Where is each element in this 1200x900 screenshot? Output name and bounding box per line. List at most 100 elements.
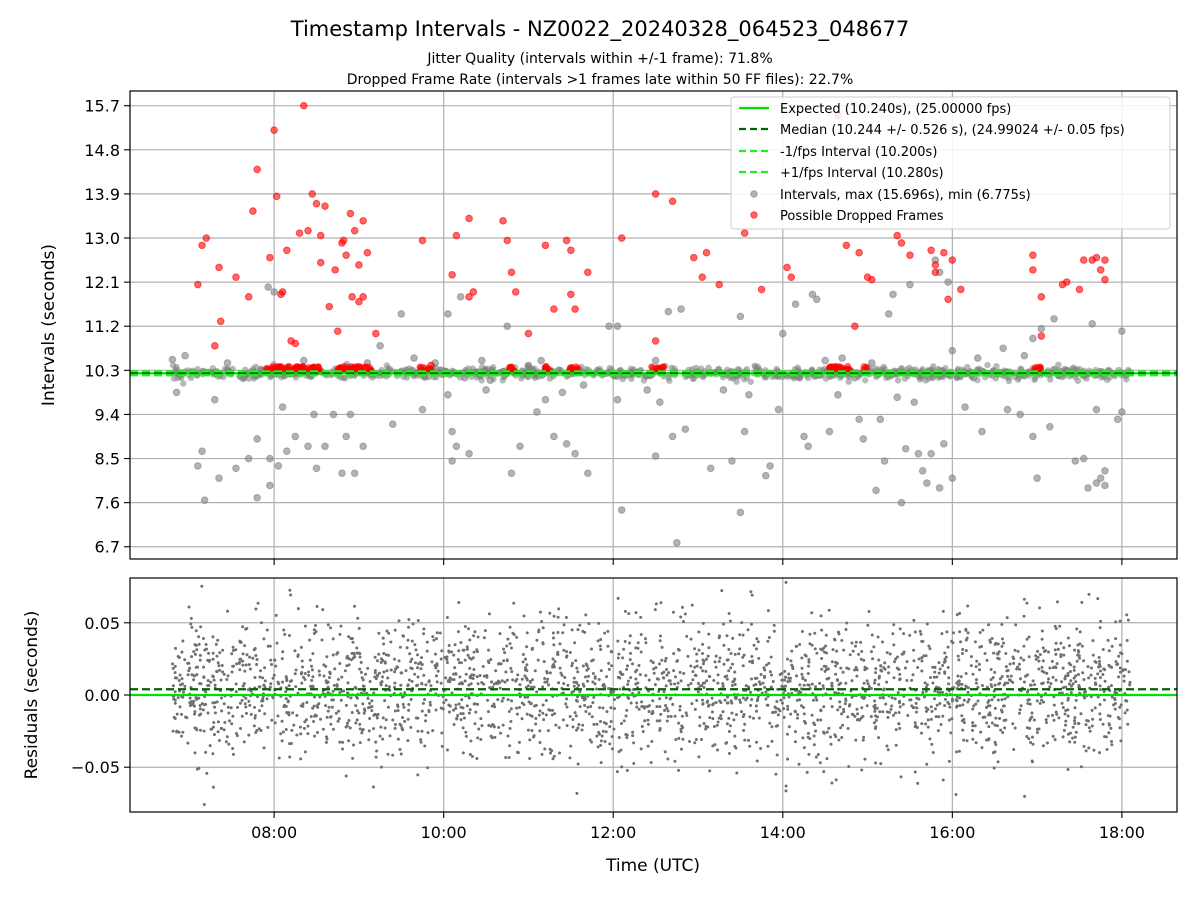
- residual-point: [572, 689, 576, 693]
- residual-point: [310, 668, 314, 672]
- residual-point: [941, 778, 945, 782]
- residual-point: [625, 769, 629, 773]
- residual-point: [193, 726, 197, 730]
- residual-point: [701, 642, 705, 646]
- interval-point: [537, 356, 545, 365]
- residual-point: [892, 660, 896, 664]
- residual-point: [803, 653, 807, 657]
- residual-point: [898, 672, 902, 676]
- residual-point: [697, 630, 701, 634]
- residual-point: [276, 680, 280, 684]
- residual-point: [679, 615, 683, 619]
- residual-point: [1018, 677, 1022, 681]
- residual-point: [898, 678, 902, 682]
- residual-point: [833, 637, 837, 641]
- interval-point: [1046, 422, 1054, 431]
- interval-point: [264, 283, 272, 291]
- y-tick-label: 13.9: [84, 185, 120, 204]
- residual-point: [1077, 685, 1081, 689]
- interval-point: [444, 391, 452, 399]
- interval-point: [706, 464, 715, 473]
- residual-point: [1071, 736, 1075, 740]
- residual-point: [549, 751, 553, 755]
- residual-point: [257, 709, 261, 713]
- residual-point: [738, 647, 742, 651]
- dropped-frame-point: [1101, 275, 1109, 284]
- residual-point: [377, 652, 381, 656]
- residual-point: [211, 651, 215, 655]
- residual-point: [344, 725, 348, 729]
- interval-point: [1096, 474, 1105, 482]
- residual-point: [178, 673, 182, 677]
- residual-point: [1029, 741, 1033, 745]
- residual-point: [181, 730, 185, 734]
- residual-point: [551, 636, 555, 640]
- residual-point: [485, 675, 489, 679]
- residual-point: [1000, 710, 1004, 714]
- dropped-frame-point: [524, 329, 533, 338]
- residual-point: [515, 706, 519, 710]
- residual-point: [976, 699, 980, 703]
- residual-point: [400, 716, 404, 720]
- residual-point: [216, 730, 220, 734]
- residual-point: [985, 721, 989, 725]
- residual-point: [212, 678, 216, 682]
- residual-point: [530, 647, 534, 651]
- residual-point: [974, 678, 978, 682]
- residual-point: [1047, 677, 1051, 681]
- interval-point: [855, 415, 863, 424]
- residual-point: [701, 669, 705, 673]
- residual-point: [239, 640, 243, 644]
- residual-point: [598, 644, 602, 648]
- residual-point: [656, 677, 660, 681]
- residual-point: [338, 740, 342, 744]
- residual-point: [216, 720, 220, 724]
- residual-point: [1076, 653, 1080, 657]
- residual-point: [1066, 714, 1070, 718]
- residual-point: [413, 661, 417, 665]
- residual-point: [733, 682, 737, 686]
- residual-point: [351, 640, 355, 644]
- residual-point: [834, 664, 838, 668]
- residual-point: [1081, 671, 1085, 675]
- residual-point: [416, 618, 420, 622]
- residual-point: [872, 681, 876, 685]
- interval-point: [677, 305, 685, 313]
- residual-point: [419, 738, 423, 742]
- residual-point: [185, 716, 189, 720]
- residual-point: [595, 734, 599, 738]
- residual-point: [575, 791, 579, 795]
- residual-point: [789, 712, 793, 716]
- residual-point: [582, 698, 586, 702]
- residual-point: [1108, 714, 1112, 718]
- residual-point: [481, 664, 485, 668]
- dropped-frame-point: [740, 229, 749, 237]
- y-tick-label: −0.05: [71, 758, 120, 777]
- residual-point: [866, 682, 870, 686]
- residual-point: [406, 717, 410, 721]
- residual-point: [1035, 730, 1039, 734]
- residual-point: [591, 658, 595, 662]
- residual-point: [1004, 652, 1008, 656]
- residual-point: [994, 716, 998, 720]
- residual-point: [967, 698, 971, 702]
- interval-point: [928, 367, 936, 374]
- residual-point: [715, 723, 719, 727]
- residual-point: [898, 726, 902, 730]
- residual-point: [254, 607, 258, 611]
- residual-point: [508, 642, 512, 646]
- residual-point: [944, 655, 948, 659]
- residual-point: [652, 671, 656, 675]
- residual-point: [213, 705, 217, 709]
- residual-point: [440, 744, 444, 748]
- residual-point: [649, 659, 653, 663]
- residual-point: [1096, 695, 1100, 699]
- residual-point: [556, 615, 560, 619]
- residual-point: [915, 706, 919, 710]
- dropped-frame-point: [689, 253, 698, 262]
- residual-point: [637, 663, 641, 667]
- residual-point: [711, 717, 715, 721]
- residual-point: [232, 664, 236, 668]
- residual-point: [1040, 629, 1044, 633]
- residual-point: [600, 734, 604, 738]
